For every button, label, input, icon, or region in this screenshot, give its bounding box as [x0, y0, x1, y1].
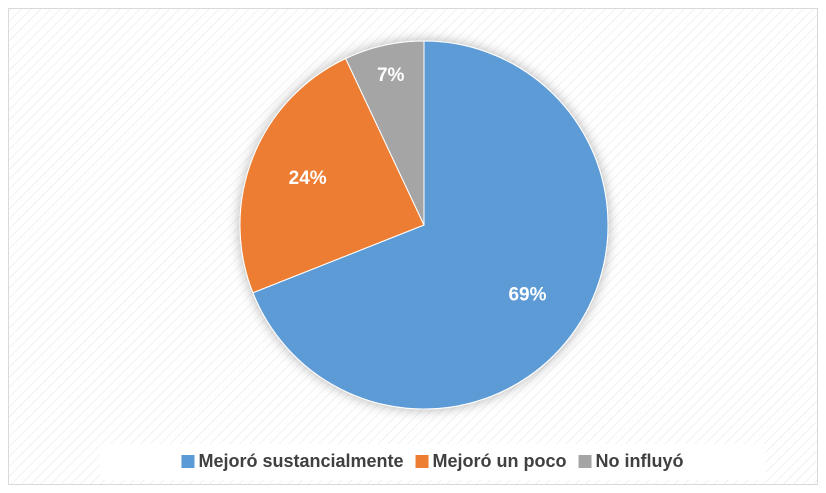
data-label: 7%	[377, 65, 405, 86]
labels: 69% 24% 7%	[289, 65, 547, 305]
legend: Mejoró sustancialmente Mejoró un poco No i…	[181, 451, 684, 471]
legend-swatch	[181, 455, 195, 468]
pie	[239, 40, 609, 410]
data-label: 24%	[289, 168, 327, 189]
pie-slice	[252, 40, 609, 410]
legend-label: Mejoró sustancialmente	[198, 451, 403, 471]
legend-label: Mejoró un poco	[433, 451, 567, 471]
pie-slice	[239, 57, 425, 294]
legend-swatch	[415, 455, 429, 468]
legend-swatch	[578, 455, 592, 468]
pie-slice	[344, 40, 425, 226]
data-label: 69%	[508, 284, 546, 305]
legend-label: No influyó	[596, 451, 684, 471]
legend-box	[100, 444, 765, 480]
